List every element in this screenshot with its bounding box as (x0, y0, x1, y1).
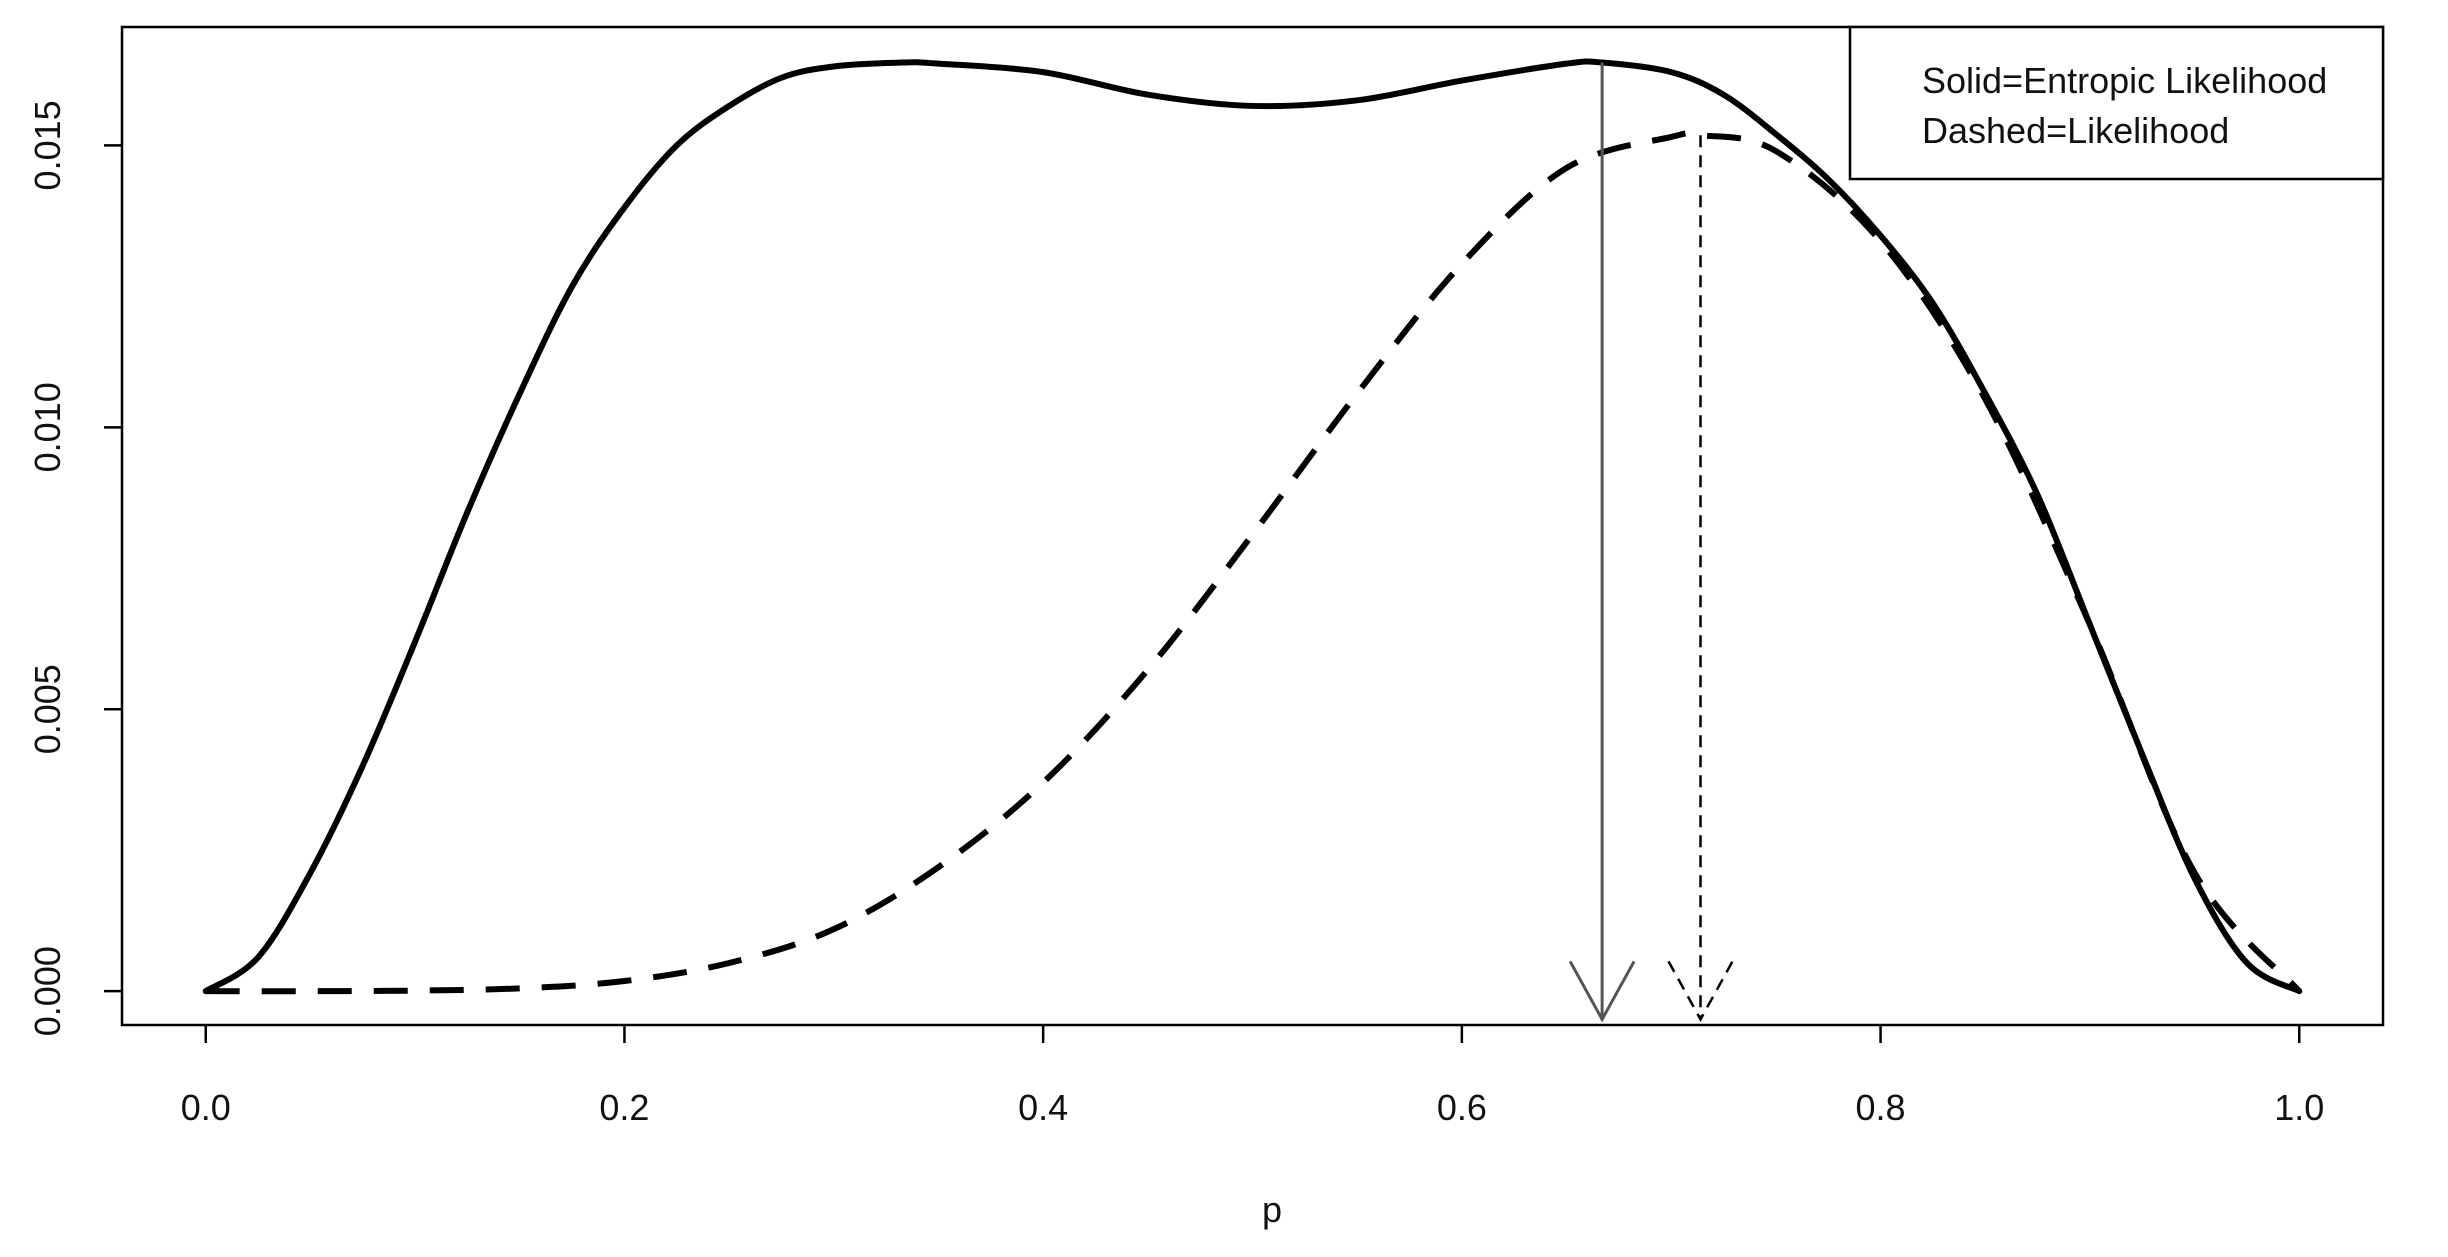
y-tick-label: 0.015 (27, 100, 68, 190)
arrow-solid-head (1568, 960, 1636, 1023)
x-tick-label: 0.8 (1856, 1087, 1906, 1128)
y-tick-label: 0.010 (27, 382, 68, 472)
x-tick-label: 0.0 (181, 1087, 231, 1128)
x-tick-label: 0.6 (1437, 1087, 1487, 1128)
x-tick-label: 0.2 (599, 1087, 649, 1128)
annotation-layer (1568, 62, 1734, 1023)
plot-frame (120, 25, 2385, 1027)
series-layer (202, 58, 2303, 995)
x-tick-label: 0.4 (1018, 1087, 1068, 1128)
y-axis: 0.000 0.005 0.010 0.015 (27, 100, 122, 1036)
legend-entry-dashed: Dashed=Likelihood (1922, 110, 2229, 151)
arrow-dashed-head (1667, 960, 1734, 1022)
series-line-solid (202, 58, 2303, 995)
x-tick-label: 1.0 (2274, 1087, 2324, 1128)
y-tick-label: 0.000 (27, 946, 68, 1036)
legend-entry-solid: Solid=Entropic Likelihood (1922, 60, 2327, 101)
x-axis-label: p (1262, 1189, 1282, 1230)
series-line-dashed (205, 130, 2302, 995)
legend-box (1848, 25, 2385, 181)
legend: Solid=Entropic Likelihood Dashed=Likelih… (1848, 25, 2385, 181)
x-axis: 0.0 0.2 0.4 0.6 0.8 1.0 (181, 1025, 2324, 1128)
y-tick-label: 0.005 (27, 664, 68, 754)
